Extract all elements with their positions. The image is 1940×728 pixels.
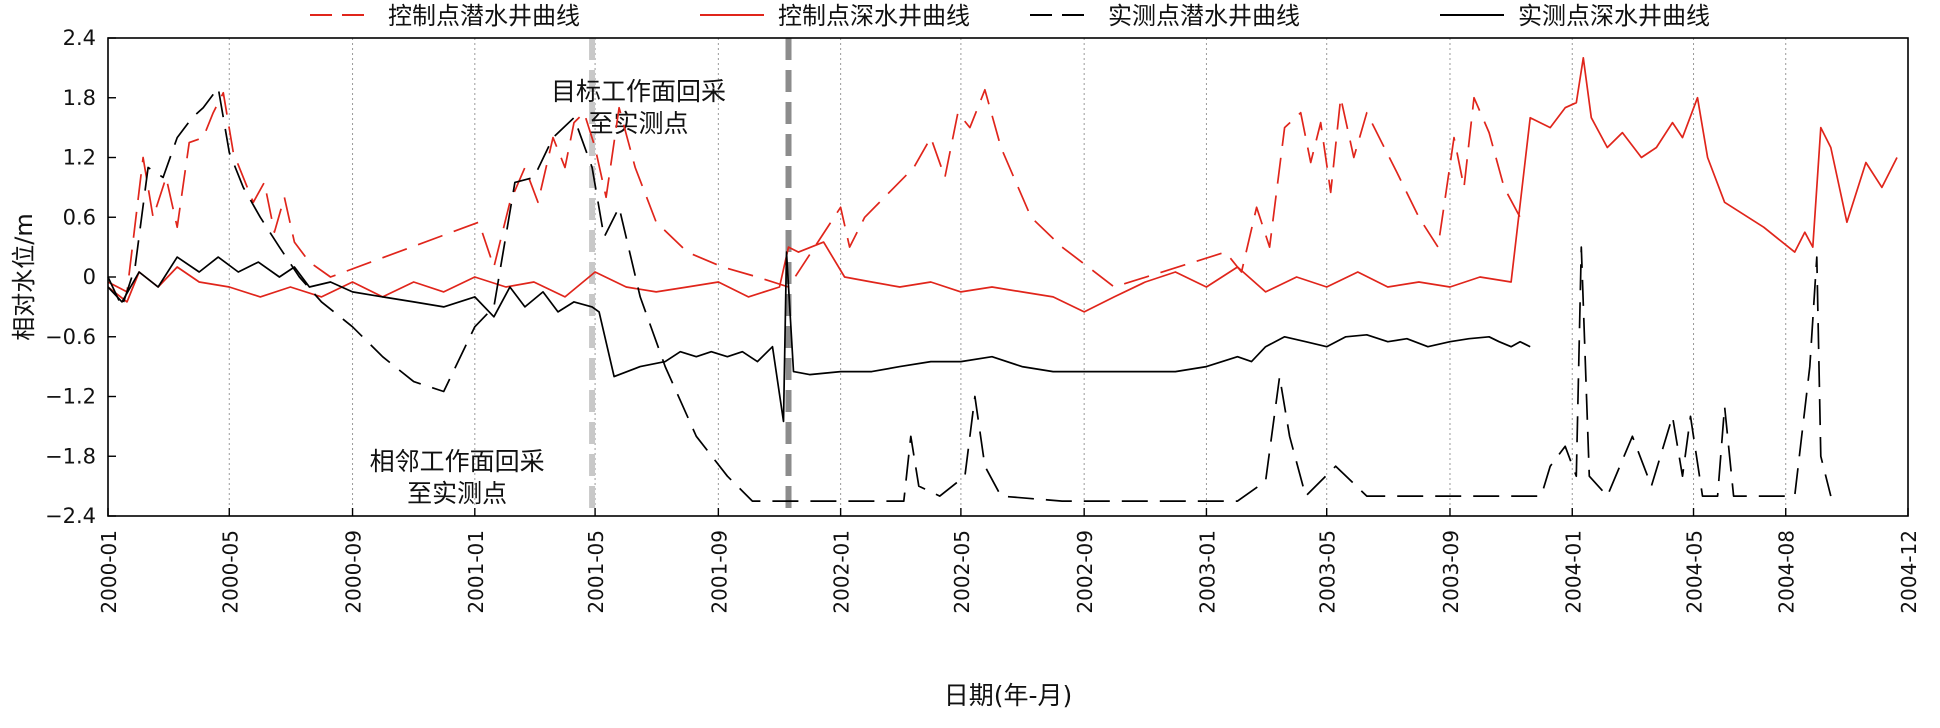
series-line [107, 88, 1521, 293]
y-tick-label: 1.8 [63, 86, 96, 110]
x-tick-label: 2000-09 [342, 530, 366, 614]
x-tick-label: 2004-01 [1561, 530, 1585, 614]
y-tick-label: −0.6 [45, 325, 96, 349]
y-tick-label: 1.2 [63, 146, 96, 170]
legend-label: 实测点潜水井曲线 [1108, 2, 1300, 30]
x-tick-label: 2001-05 [584, 530, 608, 614]
y-tick-label: −1.8 [45, 444, 96, 468]
y-tick-label: −2.4 [45, 504, 96, 528]
y-tick-label: 0.6 [63, 205, 96, 229]
x-tick-label: 2002-05 [950, 530, 974, 614]
legend: 控制点潜水井曲线 控制点深水井曲线 实测点潜水井曲线 实测点深水井曲线 [310, 2, 1710, 30]
y-axis: 2.4 1.8 1.2 0.6 0 −0.6 −1.2 −1.8 −2.4 [45, 26, 116, 528]
x-tick-label: 2000-01 [97, 530, 121, 614]
series-line [107, 57, 1898, 313]
legend-label: 实测点深水井曲线 [1518, 2, 1710, 30]
x-tick-label: 2003-09 [1439, 530, 1463, 614]
x-tick-label: 2004-12 [1897, 530, 1921, 614]
x-tick-label: 2004-05 [1683, 530, 1707, 614]
y-tick-label: −1.2 [45, 385, 96, 409]
y-axis-label: 相对水位/m [10, 213, 38, 340]
x-tick-label: 2003-05 [1316, 530, 1340, 614]
event-label: 至实测点 [589, 109, 689, 138]
series-layer [107, 57, 1898, 502]
x-tick-label: 2002-01 [830, 530, 854, 614]
x-tick-label: 2004-08 [1775, 530, 1799, 614]
x-tick-label: 2002-09 [1073, 530, 1097, 614]
plot-background [108, 38, 1908, 516]
event-label: 至实测点 [407, 479, 507, 508]
event-label: 相邻工作面回采 [370, 447, 545, 476]
x-tick-label: 2000-05 [218, 530, 242, 614]
legend-label: 控制点潜水井曲线 [388, 2, 580, 30]
legend-label: 控制点深水井曲线 [778, 2, 970, 30]
y-tick-label: 0 [83, 265, 96, 289]
y-tick-label: 2.4 [63, 26, 96, 50]
x-axis-label: 日期(年-月) [944, 681, 1073, 710]
series-line [107, 251, 1531, 423]
x-tick-label: 2001-01 [464, 530, 488, 614]
event-label: 目标工作面回采 [551, 77, 726, 106]
x-axis: 2000-01 2000-05 2000-09 2001-01 2001-05 2001-… [97, 508, 1921, 614]
x-tick-label: 2003-01 [1195, 530, 1219, 614]
x-tick-label: 2001-09 [707, 530, 731, 614]
